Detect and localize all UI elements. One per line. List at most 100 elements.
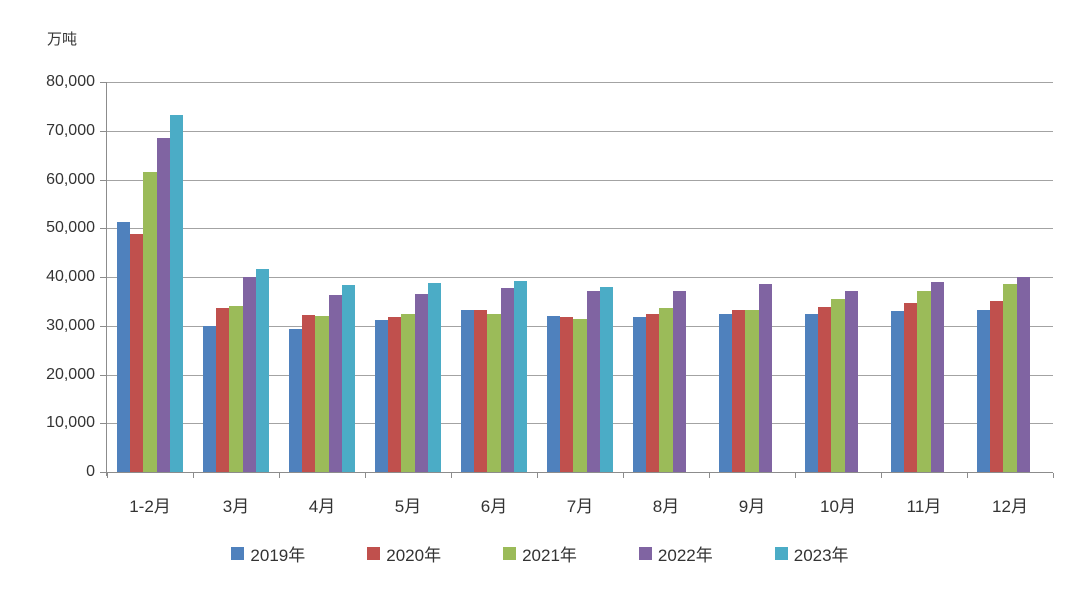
y-axis-line (106, 82, 107, 476)
y-axis-tick (100, 179, 107, 181)
legend-swatch (367, 547, 381, 560)
y-axis-tick (100, 130, 107, 132)
bar-2022 (672, 290, 687, 472)
x-axis-tick (279, 473, 280, 478)
bar-2023 (428, 283, 442, 472)
x-axis-tick (107, 473, 108, 478)
legend-item-2021: 2021年 (503, 541, 577, 566)
x-axis-label: 3月 (222, 497, 250, 516)
bar-2022 (500, 288, 515, 472)
y-axis-tick-label: 0 (86, 463, 95, 480)
gridline (107, 82, 1053, 83)
bar-2019 (374, 319, 388, 472)
y-axis-tick-label: 20,000 (46, 365, 95, 383)
y-axis-tick (100, 277, 107, 278)
x-axis-tick (365, 473, 366, 478)
bar-2019 (116, 221, 130, 472)
legend: 2019年 2020年 2021年 2022年 2023年 (0, 541, 1080, 566)
bar-2021 (917, 291, 931, 472)
x-axis-label: 8月 (652, 497, 680, 516)
legend-label: 2022年 (657, 546, 713, 565)
gridline (107, 179, 1053, 181)
bar-2020 (387, 316, 402, 472)
x-axis-label: 12月 (992, 497, 1028, 516)
bar-2022 (1016, 276, 1031, 472)
x-axis-tick (881, 473, 882, 478)
legend-item-2019: 2019年 (231, 541, 305, 566)
bar-2020 (559, 317, 574, 472)
y-axis-tick-label: 10,000 (46, 414, 95, 432)
y-axis-tick-label: 80,000 (46, 73, 95, 90)
x-axis-tick (795, 473, 796, 478)
y-axis-tick-label: 30,000 (46, 316, 95, 334)
bar-2021 (1003, 283, 1017, 472)
legend-item-2023: 2023年 (774, 541, 849, 566)
gridline (107, 130, 1053, 132)
bar-2023 (342, 285, 356, 472)
gridline (107, 228, 1053, 230)
bar-2021 (659, 307, 673, 472)
x-axis-tick (967, 473, 968, 478)
bar-2022 (242, 277, 257, 472)
legend-item-2020: 2020年 (367, 541, 441, 566)
y-axis-unit-label: 万吨 (47, 31, 78, 48)
bar-2023 (170, 114, 184, 472)
x-axis-label: 4月 (308, 497, 336, 516)
bar-2020 (129, 233, 144, 472)
x-axis-label: 9月 (738, 497, 766, 516)
plot-area (100, 82, 1054, 478)
bar-2021 (573, 319, 587, 472)
x-axis-tick (623, 473, 624, 478)
bar-2022 (586, 291, 601, 472)
legend-swatch (503, 547, 517, 560)
x-axis-tick (193, 473, 194, 478)
legend-swatch (774, 547, 788, 560)
x-axis-label: 6月 (480, 497, 508, 516)
bar-2021 (143, 172, 157, 472)
bar-2020 (989, 300, 1004, 472)
y-axis-labels: 0 10,000 20,000 30,000 40,000 50,000 60,000 70,… (0, 73, 95, 480)
bar-2022 (758, 283, 773, 472)
x-axis-label: 10月 (820, 497, 856, 516)
bar-2023 (514, 281, 528, 472)
legend-label: 2021年 (522, 546, 577, 565)
bar-2020 (215, 308, 230, 472)
bar-2020 (903, 302, 918, 472)
x-axis-label: 1-2月 (129, 497, 171, 516)
bar-2019 (460, 310, 474, 472)
y-axis-tick (100, 472, 107, 473)
y-axis-tick (100, 325, 107, 327)
bar-2019 (718, 314, 732, 472)
bar-2023 (600, 287, 614, 472)
x-axis-tick (709, 473, 710, 478)
y-axis-tick-label: 50,000 (46, 219, 95, 237)
bar-2022 (930, 282, 945, 472)
bar-2021 (487, 313, 501, 472)
gridline (107, 277, 1053, 278)
legend-label: 2020年 (386, 546, 442, 565)
bar-2019 (202, 325, 216, 472)
bar-2021 (315, 315, 329, 472)
y-axis-tick-label: 40,000 (46, 268, 95, 285)
legend-label: 2023年 (793, 546, 849, 565)
bar-2022 (414, 293, 429, 472)
x-axis-label: 5月 (394, 497, 422, 516)
bar-2019 (890, 310, 904, 472)
bar-2021 (831, 298, 845, 472)
bar-2019 (632, 317, 646, 472)
legend-swatch (638, 547, 652, 560)
bar-2021 (745, 309, 759, 472)
bar-2021 (401, 314, 415, 472)
y-axis-tick-label: 60,000 (46, 170, 95, 188)
bar-2020 (817, 307, 832, 472)
x-axis-label: 7月 (566, 497, 594, 516)
bar-2019 (288, 328, 302, 472)
y-axis-tick (100, 82, 107, 83)
legend-label: 2019年 (250, 546, 306, 565)
legend-item-2022: 2022年 (638, 541, 713, 566)
bar-2019 (976, 310, 990, 472)
bar-2023 (256, 268, 270, 472)
x-axis-tick (1053, 473, 1054, 478)
bar-2020 (473, 310, 488, 472)
